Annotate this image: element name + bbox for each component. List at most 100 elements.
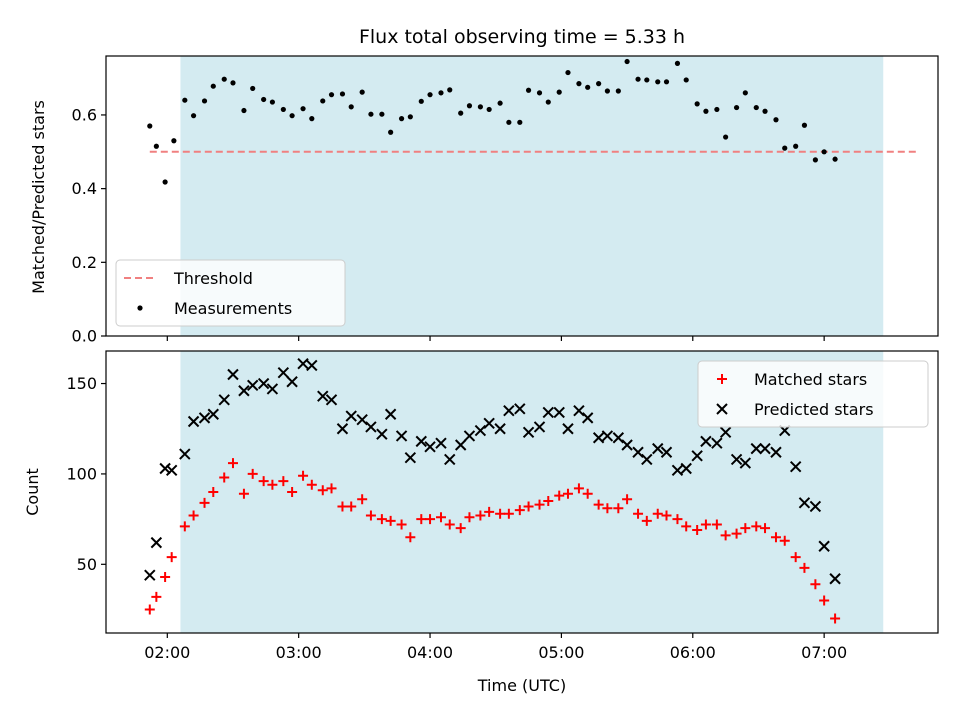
data-point [444,519,455,530]
bottom-y-tick-label: 150 [66,374,97,393]
bottom-y-axis-label: Count [23,468,42,516]
data-point [298,470,309,481]
data-point [328,92,335,98]
data-point [581,412,594,424]
data-point [733,104,740,111]
data-point [474,424,487,437]
data-point [576,81,582,87]
data-point [750,442,762,455]
data-point [818,540,830,552]
data-point [700,435,712,448]
data-point [455,523,466,534]
data-point [633,508,644,519]
bottom-x-tick-label: 07:00 [801,643,847,662]
data-point [339,91,346,97]
data-point [345,410,357,422]
bottom-series-matched-stars [144,458,841,624]
data-point [621,439,633,451]
data-point [731,528,742,539]
data-point [612,432,625,444]
data-point [277,366,290,379]
top-y-axis-label: Matched/Predicted stars [29,100,48,294]
data-point [782,145,788,151]
data-point [326,483,337,494]
data-point [714,106,720,113]
data-point [306,479,317,490]
data-point [278,476,289,487]
data-point [703,108,709,114]
legend-box [115,259,346,327]
data-point [286,376,298,388]
data-point [522,426,535,439]
data-point [258,476,269,487]
data-point [289,113,295,119]
data-point [495,508,506,519]
data-point [810,579,821,590]
legend-marker [716,403,728,415]
data-point [829,573,841,585]
data-point [458,110,464,116]
data-point [601,430,614,442]
data-point [346,501,357,512]
data-point [300,106,306,112]
data-point [464,512,475,523]
data-point [730,453,743,466]
data-point [317,485,328,496]
top-y-tick-label: 0.2 [72,253,97,272]
top-axes-frame [105,55,939,337]
data-point [199,497,210,508]
data-point [565,69,571,76]
data-point [655,79,661,85]
data-point [424,441,436,453]
bottom-axes-frame [105,350,939,634]
data-point [562,423,574,435]
data-point [562,488,573,499]
data-point [773,117,779,123]
data-point [554,490,565,501]
top-series-measurements [147,58,838,185]
data-point [398,116,405,122]
data-point [798,497,811,509]
data-point [160,571,171,582]
data-point [171,138,177,144]
legend-label: Measurements [174,299,292,318]
top-y-tick-label: 0.6 [72,105,97,124]
data-point [247,468,258,479]
data-point [153,143,159,149]
data-point [674,60,681,66]
data-point [700,519,711,530]
data-point [416,514,427,525]
x-axis-label: Time (UTC) [477,676,566,695]
data-point [832,156,838,162]
data-point [779,535,790,546]
data-point [680,462,692,475]
data-point [365,421,377,433]
data-point [556,89,562,95]
data-point [819,595,830,606]
data-point [593,499,604,510]
data-point [635,76,641,82]
data-point [624,58,630,65]
data-point [809,500,822,513]
data-point [632,446,644,458]
data-point [723,134,729,140]
data-point [812,157,818,163]
data-point [246,379,259,392]
data-point [179,521,190,532]
data-point [801,122,808,128]
chart-title: Flux total observing time = 5.33 h [359,26,685,48]
data-point [425,514,436,525]
data-point [238,488,249,499]
data-point [365,510,376,521]
data-point [582,488,593,499]
legend-label: Threshold [173,269,253,288]
data-point [711,519,722,530]
data-point [514,505,525,516]
data-point [219,472,230,483]
data-point [553,406,565,419]
data-point [475,510,486,521]
data-point [309,116,315,122]
data-point [182,97,188,103]
data-point [297,357,309,370]
